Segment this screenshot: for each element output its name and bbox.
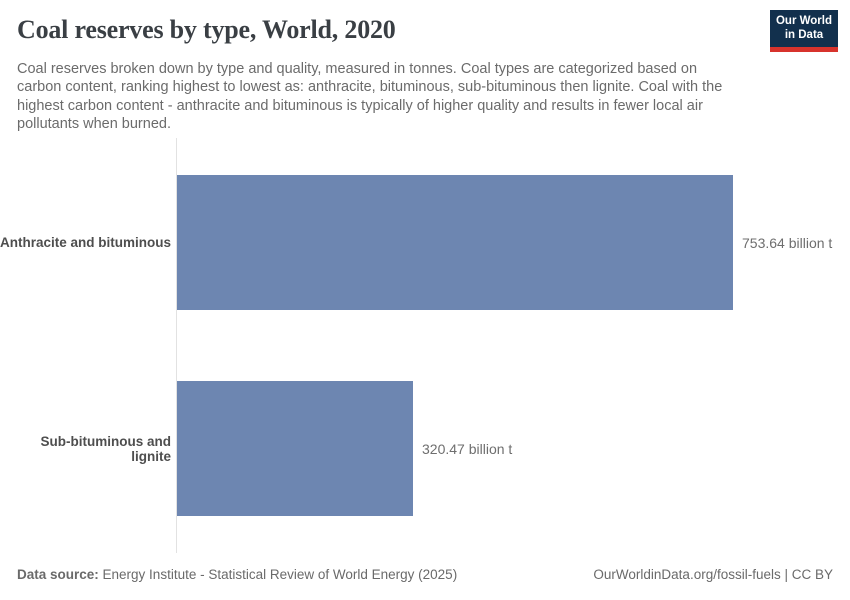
owid-logo-red-strip — [770, 47, 838, 52]
subtitle-line: carbon content, ranking highest to lowes… — [17, 79, 723, 96]
category-label: Anthracite and bituminous — [0, 235, 172, 250]
data-source-text: Energy Institute - Statistical Review of… — [98, 567, 458, 582]
owid-logo-box: Our World in Data — [770, 10, 838, 47]
bar-chart: Anthracite and bituminous 753.64 billion… — [0, 138, 850, 553]
owid-logo[interactable]: Our World in Data — [770, 10, 838, 52]
attribution-link[interactable]: OurWorldinData.org/fossil-fuels | CC BY — [593, 567, 833, 582]
bar-sub-bituminous-and-lignite[interactable] — [177, 381, 413, 516]
subtitle-line: highest carbon content - anthracite and … — [17, 97, 703, 114]
bar-row: Anthracite and bituminous 753.64 billion… — [0, 175, 850, 310]
y-axis-line — [176, 138, 177, 553]
subtitle-line: Coal reserves broken down by type and qu… — [17, 61, 698, 77]
owid-logo-line1: Our World — [775, 15, 832, 27]
data-source-label: Data source: — [17, 567, 99, 582]
value-label: 320.47 billion t — [422, 440, 513, 457]
bar-anthracite-and-bituminous[interactable] — [177, 175, 733, 310]
chart-subtitle: Coal reserves broken down by type and qu… — [17, 60, 722, 133]
value-label: 753.64 billion t — [742, 234, 833, 251]
category-label: Sub-bituminous and lignite — [40, 433, 172, 464]
subtitle-line: pollutants when burned. — [17, 115, 171, 132]
data-source: Data source: Energy Institute - Statisti… — [17, 566, 457, 583]
chart-footer: Data source: Energy Institute - Statisti… — [17, 566, 833, 583]
page-title: Coal reserves by type, World, 2020 — [17, 15, 396, 44]
bar-row: Sub-bituminous and lignite 320.47 billio… — [0, 381, 850, 516]
owid-logo-line2: in Data — [784, 28, 824, 41]
